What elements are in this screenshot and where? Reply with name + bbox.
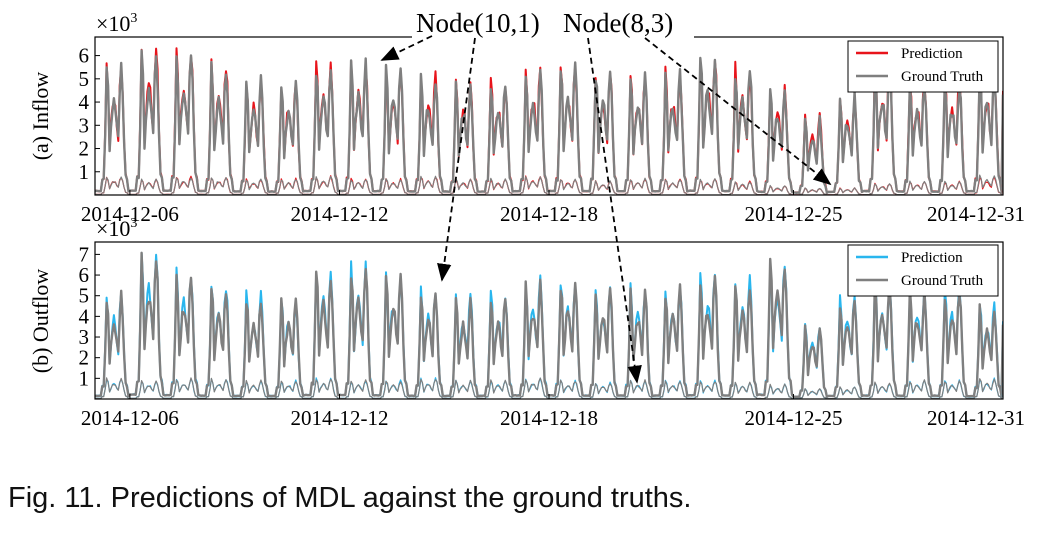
xtick-label: 2014-12-12 [290, 406, 388, 430]
outflow-scale-label: ×103 [96, 216, 137, 241]
inflow-legend-prediction-label: Prediction [901, 46, 963, 62]
outflow-xticks: 2014-12-06 2014-12-12 2014-12-18 2014-12-25… [81, 394, 1025, 430]
ytick-label: 5 [79, 284, 90, 308]
ytick-label: 3 [79, 325, 90, 349]
ytick-label: 6 [79, 44, 90, 68]
arrow-node-8-3-outflow [587, 37, 642, 384]
ytick-label: 2 [79, 346, 90, 370]
ytick-label: 5 [79, 67, 90, 91]
ytick-label: 6 [79, 263, 90, 287]
ytick-label: 1 [79, 160, 90, 184]
ytick-label: 2 [79, 137, 90, 161]
inflow-ylabel: (a) Inflow [28, 72, 53, 161]
xtick-label: 2014-12-31 [927, 406, 1025, 430]
xtick-label: 2014-12-18 [500, 202, 598, 226]
xtick-label: 2014-12-18 [500, 406, 598, 430]
inflow-scale-label: ×103 [96, 11, 137, 36]
annotation-node-8-3: Node(8,3) [563, 8, 673, 38]
annotation-backdrop [412, 6, 694, 38]
ytick-label: 7 [79, 242, 90, 266]
ytick-label: 3 [79, 113, 90, 137]
inflow-legend: Prediction Ground Truth [847, 40, 999, 93]
xtick-label: 2014-12-06 [81, 202, 179, 226]
xtick-label: 2014-12-06 [81, 406, 179, 430]
xtick-label: 2014-12-12 [290, 202, 388, 226]
ytick-label: 1 [79, 366, 90, 390]
annotation-node-10-1: Node(10,1) [416, 8, 540, 38]
arrow-node-10-1-inflow [380, 35, 433, 61]
xtick-label: 2014-12-25 [744, 406, 842, 430]
outflow-legend-ground-truth-label: Ground Truth [901, 273, 984, 289]
figure-caption: Fig. 11. Predictions of MDL against the … [8, 482, 692, 514]
outflow-legend: Prediction Ground Truth [847, 244, 999, 297]
arrow-node-10-1-outflow [437, 37, 476, 282]
outflow-ylabel: (b) Outflow [28, 269, 53, 374]
ytick-label: 4 [79, 90, 90, 114]
outflow-legend-prediction-label: Prediction [901, 250, 963, 266]
inflow-xticks: 2014-12-06 2014-12-12 2014-12-18 2014-12-25… [81, 190, 1025, 226]
ytick-label: 4 [79, 304, 90, 328]
xtick-label: 2014-12-25 [744, 202, 842, 226]
inflow-legend-ground-truth-label: Ground Truth [901, 69, 984, 85]
xtick-label: 2014-12-31 [927, 202, 1025, 226]
